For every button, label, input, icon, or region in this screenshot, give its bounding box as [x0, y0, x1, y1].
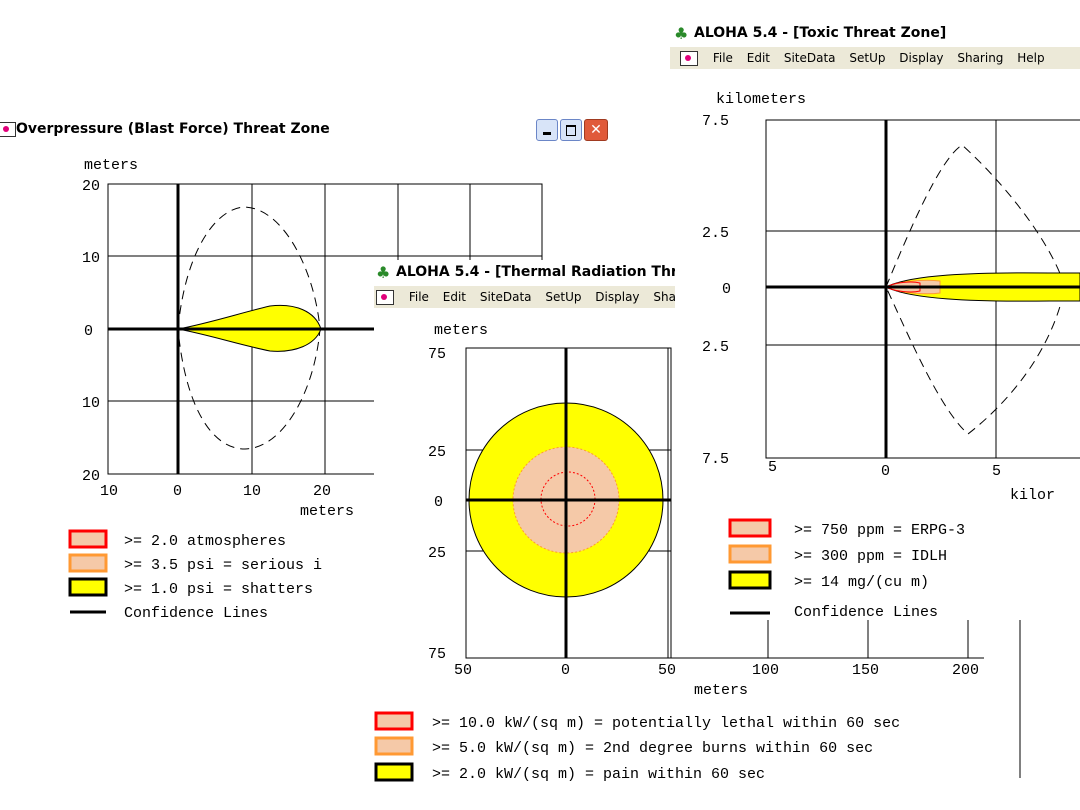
window-icon[interactable] [0, 122, 16, 137]
thermal-xtick: 150 [852, 662, 879, 679]
thermal-title: ALOHA 5.4 - [Thermal Radiation Threat [396, 264, 675, 280]
blast-xtick: 20 [313, 483, 331, 500]
close-icon: ✕ [590, 122, 602, 138]
blast-ytick: 20 [82, 468, 100, 485]
toxic-ytick: 7.5 [702, 451, 729, 468]
toxic-xtick: 5 [768, 459, 777, 476]
blast-ytick: 10 [82, 395, 100, 412]
blast-xtick: 10 [243, 483, 261, 500]
thermal-xtick: 50 [658, 662, 676, 679]
menu-sharing[interactable]: Sharing [957, 51, 1004, 65]
legend-swatch-red [68, 529, 108, 549]
blast-xtick: 0 [173, 483, 182, 500]
toxic-xtick: 0 [881, 463, 890, 480]
close-button[interactable]: ✕ [584, 119, 608, 141]
toxic-x-unit: kilor [1010, 487, 1055, 504]
menu-file[interactable]: File [712, 51, 733, 65]
menu-display[interactable]: Display [899, 51, 944, 65]
toxic-ytick: 2.5 [702, 225, 729, 242]
thermal-ytick: 75 [428, 346, 446, 363]
thermal-legend-2: >= 5.0 kW/(sq m) = 2nd degree burns with… [432, 740, 873, 757]
menu-help[interactable]: Help [1017, 51, 1045, 65]
minimize-icon [543, 132, 551, 135]
thermal-legend-1: >= 10.0 kW/(sq m) = potentially lethal w… [432, 715, 900, 732]
toxic-window: ♣ ALOHA 5.4 - [Toxic Threat Zone] File E… [670, 21, 1080, 631]
toxic-legend-1: >= 750 ppm = ERPG-3 [794, 522, 965, 539]
menu-sitedata[interactable]: SiteData [783, 51, 836, 65]
thermal-legend-3: >= 2.0 kW/(sq m) = pain within 60 sec [432, 766, 765, 783]
legend-swatch-yellow [728, 570, 772, 590]
thermal-plot-area [465, 347, 672, 659]
menu-sitedata[interactable]: SiteData [479, 290, 532, 304]
menu-file[interactable]: File [408, 290, 429, 304]
thermal-y-unit: meters [434, 322, 488, 339]
thermal-titlebar[interactable]: ♣ ALOHA 5.4 - [Thermal Radiation Threat [374, 260, 675, 286]
thermal-xtick: 0 [561, 662, 570, 679]
legend-swatch-orange [728, 544, 772, 564]
toxic-y-unit: kilometers [716, 91, 806, 108]
menu-display[interactable]: Display [595, 290, 640, 304]
blast-legend-4: Confidence Lines [124, 605, 268, 622]
thermal-xtick: 100 [752, 662, 779, 679]
aloha-app-icon: ♣ [376, 263, 391, 282]
toxic-menubar: File Edit SiteData SetUp Display Sharing… [670, 47, 1080, 69]
aloha-app-icon: ♣ [674, 24, 689, 43]
blast-y-unit: meters [84, 157, 138, 174]
toxic-legend-2: >= 300 ppm = IDLH [794, 548, 947, 565]
thermal-x-unit: meters [694, 682, 748, 699]
blast-legend-1: >= 2.0 atmospheres [124, 533, 286, 550]
toxic-ytick: 2.5 [702, 339, 729, 356]
thermal-xtick: 200 [952, 662, 979, 679]
document-icon[interactable] [376, 290, 394, 305]
toxic-plot: kilometers 7.5 2.5 0 2.5 7.5 5 0 5 kilor… [702, 91, 1080, 621]
legend-swatch-yellow [68, 577, 108, 597]
thermal-plot: meters 75 25 0 25 75 50 0 50 100 150 200… [374, 308, 1021, 783]
maximize-button[interactable] [560, 119, 582, 141]
menu-setup[interactable]: SetUp [545, 290, 582, 304]
toxic-ytick: 7.5 [702, 113, 729, 130]
maximize-icon [566, 125, 576, 136]
toxic-plot-area [765, 119, 1080, 459]
toxic-legend-3: >= 14 mg/(cu m) [794, 574, 929, 591]
blast-ytick: 20 [82, 178, 100, 195]
thermal-ytick: 75 [428, 646, 446, 663]
toxic-legend-4: Confidence Lines [794, 604, 938, 621]
menu-edit[interactable]: Edit [746, 51, 770, 65]
blast-legend-2: >= 3.5 psi = serious i [124, 557, 322, 574]
legend-swatch-red [374, 711, 414, 731]
thermal-ytick: 25 [428, 444, 446, 461]
menu-edit[interactable]: Edit [442, 290, 466, 304]
blast-xtick: 10 [100, 483, 118, 500]
blast-titlebar[interactable]: Overpressure (Blast Force) Threat Zone ✕ [0, 117, 625, 143]
blast-legend-3: >= 1.0 psi = shatters [124, 581, 313, 598]
blast-x-unit: meters [300, 503, 354, 520]
menu-sharing[interactable]: Sharing [653, 290, 675, 304]
toxic-titlebar[interactable]: ♣ ALOHA 5.4 - [Toxic Threat Zone] [670, 21, 1080, 47]
legend-swatch-red [728, 518, 772, 538]
legend-swatch-orange [68, 553, 108, 573]
blast-plot: meters 20 10 0 10 20 10 0 10 20 meters >… [68, 157, 543, 622]
blast-ytick: 10 [82, 250, 100, 267]
legend-swatch-orange [374, 736, 414, 756]
blast-title: Overpressure (Blast Force) Threat Zone [16, 121, 330, 137]
document-icon[interactable] [680, 51, 698, 66]
toxic-xtick: 5 [992, 463, 1001, 480]
thermal-ytick: 0 [434, 494, 443, 511]
blast-ytick: 0 [84, 323, 93, 340]
toxic-title: ALOHA 5.4 - [Toxic Threat Zone] [694, 25, 947, 41]
menu-setup[interactable]: SetUp [849, 51, 886, 65]
toxic-ytick: 0 [722, 281, 731, 298]
thermal-ytick: 25 [428, 545, 446, 562]
legend-swatch-yellow [374, 762, 414, 782]
thermal-xtick: 50 [454, 662, 472, 679]
thermal-menubar: File Edit SiteData SetUp Display Sharing [374, 286, 675, 308]
minimize-button[interactable] [536, 119, 558, 141]
